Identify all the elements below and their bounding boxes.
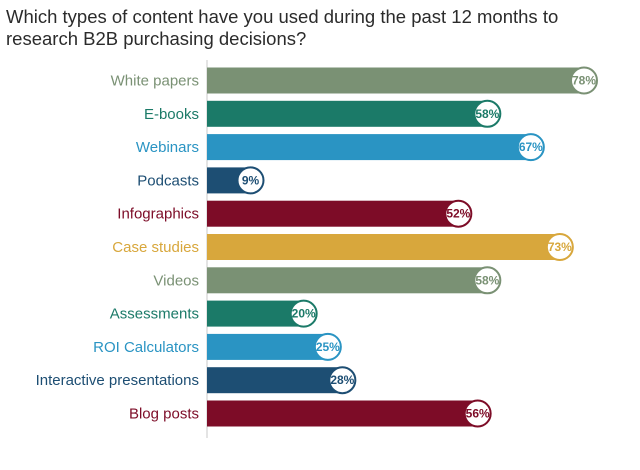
category-label-interactive-presentations: Interactive presentations	[36, 372, 199, 389]
bar-assessments	[207, 300, 304, 327]
value-label-webinars: 67%	[519, 140, 543, 154]
value-label-assessments: 20%	[292, 307, 316, 321]
bar-group-podcasts: Podcasts 9%	[137, 166, 265, 195]
value-label-e-books: 58%	[475, 107, 499, 121]
category-label-assessments: Assessments	[110, 306, 199, 323]
value-label-roi-calculators: 25%	[316, 340, 340, 354]
bar-group-infographics: Infographics 52%	[117, 199, 473, 228]
bar-webinars	[207, 134, 531, 161]
value-label-videos: 58%	[475, 273, 499, 287]
bar-group-case-studies: Case studies 73%	[112, 233, 574, 261]
bar-e-books	[207, 100, 488, 127]
value-badge-white-papers	[570, 66, 598, 95]
bar-group-e-books: E-books 58%	[144, 99, 502, 128]
value-label-white-papers: 78%	[572, 74, 596, 88]
bar-group-white-papers: White papers 78%	[111, 66, 598, 95]
value-label-case-studies: 73%	[548, 240, 572, 254]
bar-group-blog-posts: Blog posts 56%	[129, 399, 492, 428]
value-label-interactive-presentations: 28%	[330, 373, 354, 387]
value-badge-case-studies	[545, 233, 574, 261]
category-label-roi-calculators: ROI Calculators	[93, 339, 199, 356]
category-label-podcasts: Podcasts	[137, 172, 199, 189]
bar-group-assessments: Assessments 20%	[110, 299, 318, 328]
category-label-white-papers: White papers	[111, 73, 199, 90]
category-label-blog-posts: Blog posts	[129, 406, 199, 423]
bar-videos	[207, 267, 488, 294]
value-badge-infographics	[444, 199, 473, 228]
value-badge-interactive-presentations	[328, 366, 357, 395]
value-badge-podcasts	[236, 166, 265, 195]
category-label-webinars: Webinars	[136, 139, 199, 156]
bar-group-interactive-presentations: Interactive presentations 28%	[36, 366, 357, 395]
value-badge-assessments	[289, 299, 318, 328]
bars-layer: White papers 78% E-books 58% Webinars 67% Podc…	[36, 66, 598, 428]
bar-white-papers	[207, 67, 584, 94]
value-badge-videos	[473, 266, 502, 295]
bar-interactive-presentations	[207, 367, 343, 394]
category-label-case-studies: Case studies	[112, 239, 199, 256]
bar-case-studies	[207, 234, 560, 260]
bar-group-videos: Videos 58%	[153, 266, 502, 295]
value-label-blog-posts: 56%	[466, 407, 490, 421]
value-badge-blog-posts	[463, 399, 492, 428]
value-label-infographics: 52%	[446, 207, 470, 221]
bar-group-webinars: Webinars 67%	[136, 133, 545, 162]
category-label-infographics: Infographics	[117, 206, 199, 223]
chart-title: Which types of content have you used dur…	[6, 6, 559, 49]
value-badge-roi-calculators	[313, 332, 342, 361]
bar-group-roi-calculators: ROI Calculators 25%	[93, 332, 342, 361]
value-label-podcasts: 9%	[242, 173, 260, 187]
value-badge-webinars	[516, 133, 545, 162]
category-label-e-books: E-books	[144, 106, 199, 123]
bar-infographics	[207, 200, 459, 227]
bar-blog-posts	[207, 400, 478, 427]
bar-roi-calculators	[207, 333, 328, 360]
value-badge-e-books	[473, 99, 502, 128]
category-label-videos: Videos	[153, 272, 199, 289]
